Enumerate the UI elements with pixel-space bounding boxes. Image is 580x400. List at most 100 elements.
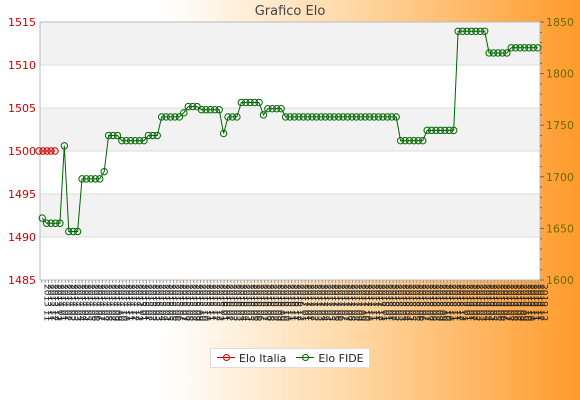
x-tick-label: 2016 09 <box>275 284 285 321</box>
data-point-fide <box>78 175 86 183</box>
data-point-fide <box>188 102 197 111</box>
x-tick-label: 2016 08 <box>268 284 278 321</box>
x-tick-label: 2014 04 <box>79 284 89 321</box>
x-tick-label: 2016 04 <box>238 284 248 321</box>
x-tick-label: 2019 09 <box>518 284 528 321</box>
x-tick-label: 2016 07 <box>261 284 271 321</box>
data-point-italia <box>35 147 43 155</box>
x-tick-label: 2018 11 <box>450 284 460 321</box>
grid-band <box>40 194 540 237</box>
x-tick-label: 2019 06 <box>498 284 508 321</box>
x-tick-label: 2015 08 <box>187 284 197 321</box>
data-point-fide <box>127 136 135 145</box>
x-tick-label: 2017 09 <box>356 284 366 321</box>
x-tick-label: 2018 03 <box>393 284 403 321</box>
x-tick-label: 2016 11 <box>285 284 295 321</box>
data-point-fide <box>339 113 347 121</box>
x-tick-label: 2019 05 <box>488 284 498 321</box>
x-tick-label: 2019 05 <box>491 284 501 321</box>
data-point-fide <box>454 27 462 35</box>
y-left-tick-label: 1485 <box>8 274 36 287</box>
data-point-fide <box>503 49 511 57</box>
data-point-fide <box>224 113 232 121</box>
data-point-fide <box>281 113 290 121</box>
data-point-fide <box>516 44 524 52</box>
data-point-fide <box>441 126 449 135</box>
x-tick-label: 2017 01 <box>298 284 308 321</box>
x-tick-label: 2017 03 <box>312 284 322 321</box>
x-tick-label: 2017 06 <box>336 284 346 321</box>
x-tick-label: 2018 05 <box>407 284 417 321</box>
data-point-fide <box>242 98 250 107</box>
data-point-fide <box>180 109 188 117</box>
data-point-fide <box>69 227 77 236</box>
x-tick-label: 2018 12 <box>457 284 467 321</box>
data-point-fide <box>352 113 361 121</box>
x-tick-label: 2017 08 <box>349 284 359 321</box>
data-point-fide <box>299 113 307 121</box>
x-tick-label: 2016 12 <box>295 284 305 321</box>
y-left-tick-label: 1515 <box>8 16 36 29</box>
x-tick-label: 2017 10 <box>363 284 373 321</box>
x-tick-label: 2017 02 <box>305 284 315 321</box>
data-point-fide <box>144 131 153 140</box>
data-point-fide <box>42 219 51 227</box>
data-point-fide <box>445 126 453 135</box>
x-tick-label: 2015 03 <box>150 284 160 321</box>
legend-swatch-fide <box>296 353 315 363</box>
x-tick-label: 2019 08 <box>511 284 521 321</box>
data-point-fide <box>211 106 219 114</box>
y-left-tick-label: 1495 <box>8 188 36 201</box>
x-tick-label: 2015 01 <box>136 284 146 321</box>
data-point-fide <box>233 113 241 121</box>
x-tick-label: 2017 05 <box>329 284 339 321</box>
x-tick-label: 2014 05 <box>86 284 96 321</box>
data-point-fide <box>480 27 489 35</box>
x-tick-label: 2015 09 <box>194 284 204 321</box>
x-tick-label: 2019 12 <box>538 284 548 321</box>
x-tick-label: 2014 08 <box>106 284 116 321</box>
x-tick-label: 2014 05 <box>82 284 92 321</box>
chart-title: Grafico Elo <box>254 4 326 19</box>
x-tick-label: 2017 05 <box>325 284 335 321</box>
y-right-tick-label: 1700 <box>546 171 574 184</box>
x-tick-label: 2015 05 <box>163 284 173 321</box>
x-tick-label: 2014 12 <box>130 284 140 321</box>
x-tick-label: 2019 11 <box>532 284 542 321</box>
data-point-fide <box>303 113 312 121</box>
data-point-fide <box>237 98 246 107</box>
legend-item-italia[interactable]: Elo Italia <box>217 352 286 365</box>
legend-item-fide[interactable]: Elo FIDE <box>296 352 364 365</box>
x-tick-label: 2016 07 <box>258 284 268 321</box>
data-point-fide <box>47 219 55 227</box>
x-tick-label: 2017 12 <box>376 284 386 321</box>
x-tick-label: 2015 04 <box>157 284 167 321</box>
y-left-tick-label: 1510 <box>8 59 36 72</box>
data-point-fide <box>450 126 458 135</box>
data-point-fide <box>113 131 122 140</box>
x-tick-label: 2014 10 <box>119 284 129 321</box>
data-point-fide <box>149 131 157 140</box>
data-point-fide <box>65 227 73 236</box>
grid-band <box>40 108 540 151</box>
x-tick-label: 2015 12 <box>214 284 224 321</box>
data-point-fide <box>427 126 436 135</box>
x-tick-label: 2018 08 <box>427 284 437 321</box>
data-point-fide <box>175 113 184 121</box>
x-tick-label: 2014 11 <box>126 284 136 321</box>
data-point-fide <box>330 113 338 121</box>
x-tick-label: 2014 10 <box>116 284 126 321</box>
y-right-tick-label: 1850 <box>546 16 574 29</box>
data-point-fide <box>184 102 192 111</box>
data-point-fide <box>494 49 502 57</box>
data-point-fide <box>388 113 396 121</box>
x-tick-label: 2014 01 <box>59 284 69 321</box>
data-point-fide <box>171 113 179 121</box>
x-tick-label: 2016 02 <box>228 284 238 321</box>
x-tick-label: 2018 09 <box>437 284 447 321</box>
x-tick-label: 2015 10 <box>200 284 210 321</box>
x-tick-label: 2016 03 <box>231 284 241 321</box>
data-point-fide <box>392 113 400 121</box>
